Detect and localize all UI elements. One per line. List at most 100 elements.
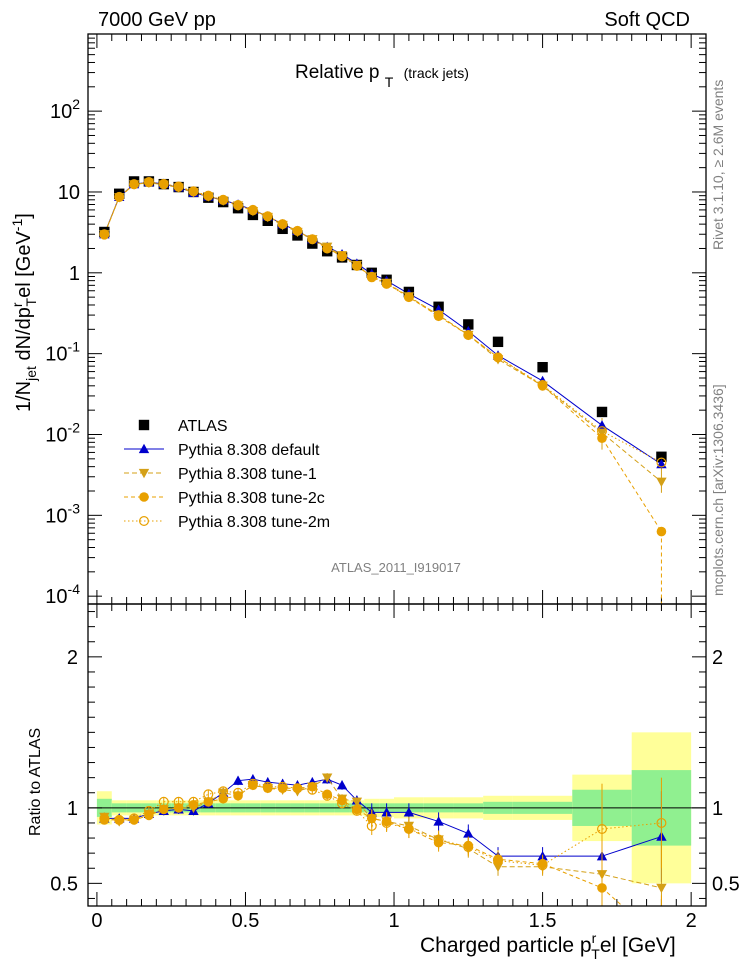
top-ylabel: 1/Njet dN/dprTel [GeV-1] [9,213,39,412]
ratio-point-tune2c [597,883,607,893]
top-point-tune2m [277,219,288,230]
top-ytick-label: 10-2 [45,419,80,446]
top-point-atlas [656,451,667,462]
legend-marker-tune2c [139,492,149,502]
top-ytick-label: 102 [50,96,80,123]
bottom-ylabel: Ratio to ATLAS [27,728,44,836]
top-point-atlas [537,361,548,373]
top-point-tune2c [277,219,288,229]
header-left: 7000 GeV pp [98,9,216,31]
top-point-tune2c [597,433,607,443]
top-point-tune2m [233,200,244,211]
top-point-tune2c [188,186,199,197]
top-point-tune2m [143,176,154,187]
top-point-tune2c [248,205,258,216]
top-point-tune2m [656,457,667,468]
ratio-point-tune2c [218,793,228,804]
top-point-tune2m [493,352,504,363]
legend-marker-default [138,443,150,454]
ratio-point-default [403,807,415,817]
ratio-point-default [463,828,474,838]
ratio-point-tune1 [321,773,333,783]
top-point-tune2m [203,190,214,201]
top-point-tune2c [99,230,110,240]
ratio-point-tune2m [337,798,348,809]
ratio-point-tune2m [129,813,140,824]
legend-label: Pythia 8.308 tune-2c [178,490,325,507]
top-ytick-label: 10-1 [45,339,80,366]
bottom-panel: 0.5 0.5 1 1 2 2 0 0.5 1 1.5 2 [50,604,740,932]
ratio-point-tune2m [307,784,318,795]
ratio-point-tune2m [277,781,288,792]
top-point-tune2c [262,211,273,222]
top-point-tune2c [337,251,347,261]
xtick-label: 2 [686,910,697,932]
bottom-ytick-label: 1 [67,798,78,820]
ratio-point-default [381,807,392,817]
watermark: ATLAS_2011_I919017 [331,560,461,575]
header-right: Soft QCD [604,9,690,31]
top-point-tune2m [247,204,258,215]
top-point-tune2c [203,191,214,201]
ratio-point-tune2m [381,817,392,828]
ratio-point-default [262,776,273,787]
ratio-point-tune2c [203,797,214,807]
top-point-tune2m [292,225,303,236]
ratio-point-tune2m [366,820,377,831]
top-point-tune2c [322,243,332,254]
top-ytick-label: 10-3 [45,500,80,527]
bottom-ytick-label-right: 1 [712,798,723,820]
top-point-tune2c [233,200,243,211]
legend-label: Pythia 8.308 tune-2m [178,514,330,531]
top-point-tune2c [656,526,667,537]
legend-label: ATLAS [178,418,228,435]
ratio-point-tune2m [218,786,229,797]
bottom-ytick-label: 2 [67,647,78,669]
legend-marker-atlas [138,419,150,431]
top-point-tune2c [463,330,474,340]
ratio-point-tune1 [656,883,667,894]
legend-label: Pythia 8.308 default [178,442,320,459]
ratio-point-tune2m [433,834,444,845]
top-point-tune2m [366,272,377,283]
top-ytick-label: 10-4 [45,581,80,608]
legend-label: Pythia 8.308 tune-1 [178,466,317,483]
ratio-point-default [433,816,444,826]
top-point-tune2c [493,352,503,363]
ratio-point-default [232,775,244,785]
top-point-tune2c [144,177,154,188]
bottom-frame [87,603,707,907]
ratio-point-tune2m [247,778,258,789]
ratio-point-tune2m [493,855,504,866]
top-point-atlas [463,319,474,330]
top-ytick-label: 1 [69,263,80,285]
top-point-atlas [492,336,504,348]
main-title: Relative p T (track jets) [295,62,469,92]
ratio-point-tune2m [322,790,333,801]
side-label-mcplots: mcplots.cern.ch [arXiv:1306.3436] [710,384,726,596]
legend-marker-tune2m [139,515,150,526]
top-point-tune2c [307,234,318,245]
top-point-tune2m [158,178,169,189]
top-point-tune2c [158,179,169,190]
ratio-point-tune2m [99,813,110,824]
top-point-tune2c [404,292,414,302]
ratio-point-tune2m [143,805,154,816]
top-point-tune1 [656,477,667,487]
top-point-tune2c [366,271,377,282]
top-point-tune2m [262,211,273,222]
ratio-point-tune2m [463,842,474,853]
top-point-tune2c [114,192,124,203]
top-point-tune2c [173,182,184,192]
ratio-point-tune2m [114,814,125,825]
top-point-tune2c [292,226,303,236]
ratio-point-tune2m [292,783,303,794]
top-point-tune2m [218,194,229,205]
top-point-tune2m [322,243,333,254]
bottom-ytick-label-right: 0.5 [712,873,740,895]
top-point-tune2c [129,179,139,190]
bottom-ytick-label-right: 2 [712,647,723,669]
top-ytick-label: 10 [58,182,80,204]
top-point-tune2m [99,229,110,240]
